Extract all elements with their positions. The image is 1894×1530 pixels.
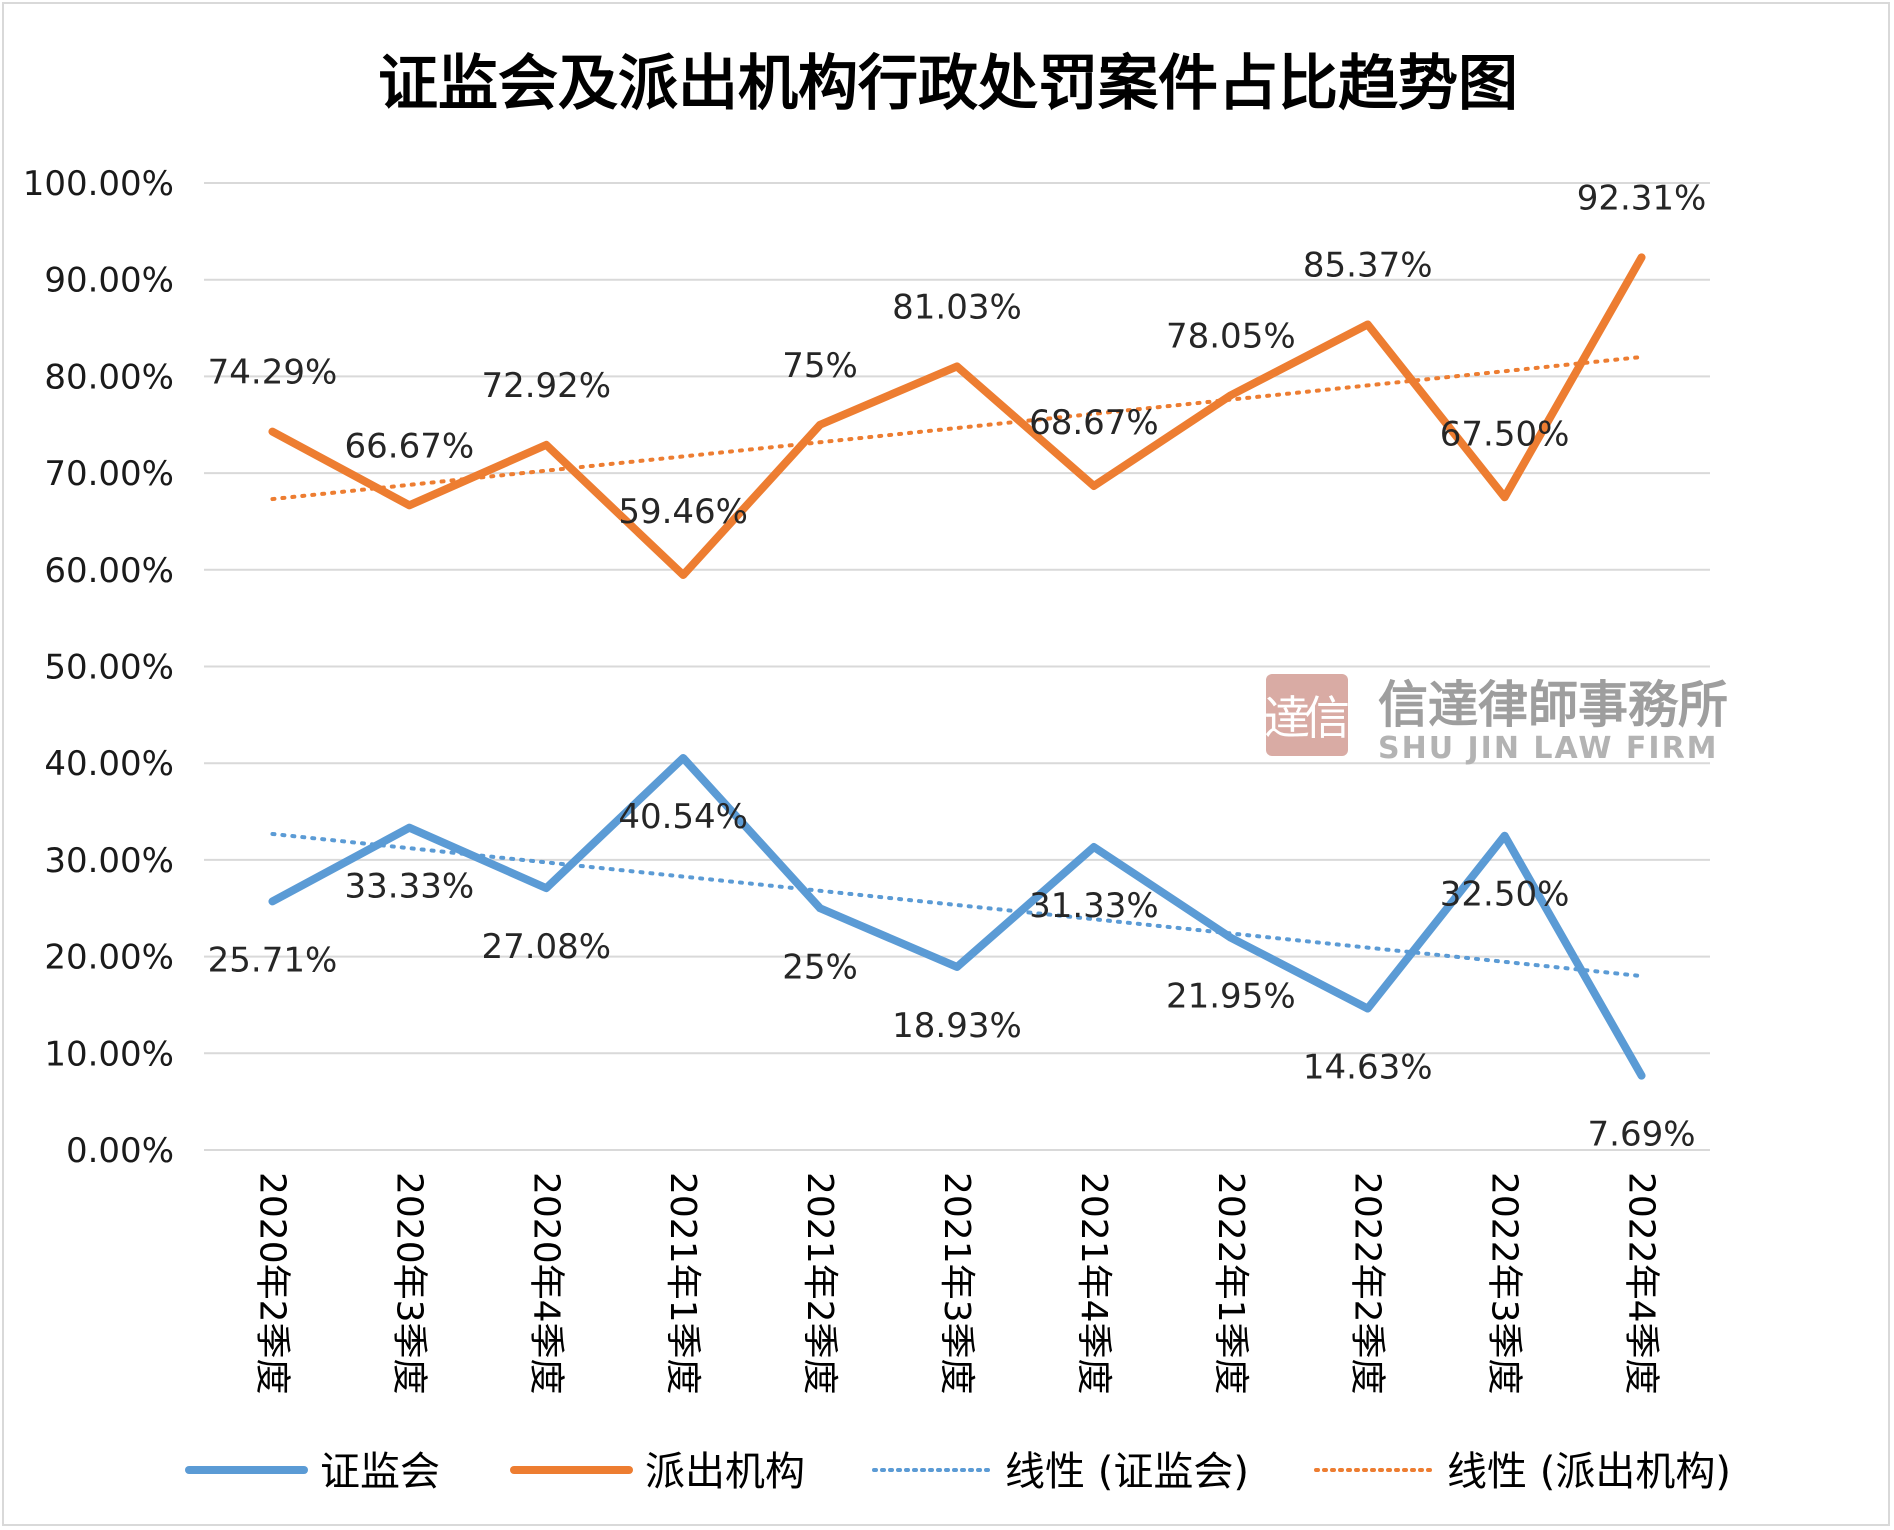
data-label-series-1: 31.33%: [1029, 886, 1159, 926]
chart-title: 证监会及派出机构行政处罚案件占比趋势图: [378, 49, 1518, 119]
data-label-series-1: 27.08%: [481, 927, 611, 967]
x-tick-label: 2020年3季度: [388, 1172, 429, 1395]
series-line-2: [268, 253, 1646, 580]
series-line-1: [268, 753, 1646, 1080]
x-tick-label: 2020年4季度: [525, 1172, 566, 1395]
data-label-series-1: 25.71%: [208, 940, 338, 980]
watermark-name-cn: 信達律師事務所: [1378, 676, 1728, 734]
trendline-1: [270, 831, 1644, 979]
y-tick-label: 40.00%: [44, 744, 174, 784]
data-label-series-2: 66.67%: [345, 426, 475, 466]
y-tick-label: 90.00%: [44, 261, 174, 301]
y-tick-label: 70.00%: [44, 454, 174, 494]
y-axis-ticks: 0.00% 10.00% 20.00% 30.00% 40.00% 50.00% 60.00…: [23, 164, 174, 1171]
data-label-series-1: 32.50%: [1440, 875, 1570, 915]
legend-label-trend-2: 线性 (派出机构): [1447, 1449, 1731, 1495]
data-label-series-2: 92.31%: [1577, 178, 1707, 218]
data-label-series-1: 25%: [782, 947, 858, 987]
y-tick-label: 80.00%: [44, 357, 174, 397]
y-tick-label: 100.00%: [23, 164, 174, 204]
legend-item-series-1: 证监会: [185, 1449, 440, 1495]
legend-label-series-1: 证监会: [320, 1449, 440, 1495]
data-label-series-2: 78.05%: [1166, 316, 1296, 356]
data-label-series-2: 67.50%: [1440, 414, 1570, 454]
watermark: 達 信 信達律師事務所 SHU JIN LAW FIRM: [1264, 674, 1728, 766]
data-label-series-1: 21.95%: [1166, 977, 1296, 1017]
x-tick-label: 2021年1季度: [662, 1172, 703, 1395]
data-label-series-2: 68.67%: [1029, 403, 1159, 443]
y-tick-label: 10.00%: [44, 1034, 174, 1074]
y-tick-label: 60.00%: [44, 551, 174, 591]
watermark-name-en: SHU JIN LAW FIRM: [1378, 731, 1719, 766]
series-lines: [268, 253, 1646, 1080]
data-label-series-2: 75%: [782, 346, 858, 386]
legend-label-series-2: 派出机构: [645, 1449, 805, 1495]
x-tick-label: 2022年1季度: [1210, 1172, 1251, 1395]
x-tick-label: 2021年4季度: [1073, 1172, 1114, 1395]
line-chart: 证监会及派出机构行政处罚案件占比趋势图 0.00% 10.00% 20.00% 30.…: [23, 49, 1731, 1495]
x-tick-label: 2022年4季度: [1621, 1172, 1662, 1395]
data-label-series-2: 81.03%: [892, 287, 1022, 327]
trendlines: [270, 354, 1644, 979]
x-tick-label: 2022年2季度: [1347, 1172, 1388, 1395]
legend-item-series-2: 派出机构: [510, 1449, 805, 1495]
legend-item-trend-1: 线性 (证监会): [872, 1449, 1249, 1495]
data-label-series-1: 40.54%: [618, 797, 748, 837]
data-label-series-1: 33.33%: [345, 867, 475, 907]
x-tick-label: 2022年3季度: [1484, 1172, 1525, 1395]
y-tick-label: 50.00%: [44, 648, 174, 688]
gridlines: [204, 182, 1710, 1151]
y-tick-label: 20.00%: [44, 938, 174, 978]
data-label-series-2: 85.37%: [1303, 245, 1433, 285]
seal-char-1: 達: [1264, 691, 1310, 745]
legend: 证监会 派出机构 线性 (证监会) 线性 (派出机构): [185, 1449, 1731, 1495]
data-label-series-1: 14.63%: [1303, 1048, 1433, 1088]
data-label-series-2: 72.92%: [481, 366, 611, 406]
data-label-series-1: 7.69%: [1588, 1115, 1696, 1155]
data-labels: 25.71%33.33%27.08% 40.54% 25% 18.93% 31.33% 2…: [208, 178, 1707, 1154]
data-label-series-2: 59.46%: [618, 492, 748, 532]
seal-stamp: [1266, 674, 1348, 756]
x-tick-label: 2020年2季度: [251, 1172, 292, 1395]
x-tick-label: 2021年2季度: [799, 1172, 840, 1395]
legend-label-trend-1: 线性 (证监会): [1005, 1449, 1249, 1495]
data-label-series-1: 18.93%: [892, 1006, 1022, 1046]
trendline-2: [270, 354, 1644, 502]
x-axis-ticks: 2020年2季度 2020年3季度 2020年4季度 2021年1季度 2021年2季度…: [251, 1172, 1661, 1395]
y-tick-label: 30.00%: [44, 841, 174, 881]
y-tick-label: 0.00%: [66, 1131, 174, 1171]
legend-item-trend-2: 线性 (派出机构): [1314, 1449, 1731, 1495]
x-tick-label: 2021年3季度: [936, 1172, 977, 1395]
data-label-series-2: 74.29%: [208, 353, 338, 393]
seal-char-2: 信: [1304, 691, 1350, 745]
